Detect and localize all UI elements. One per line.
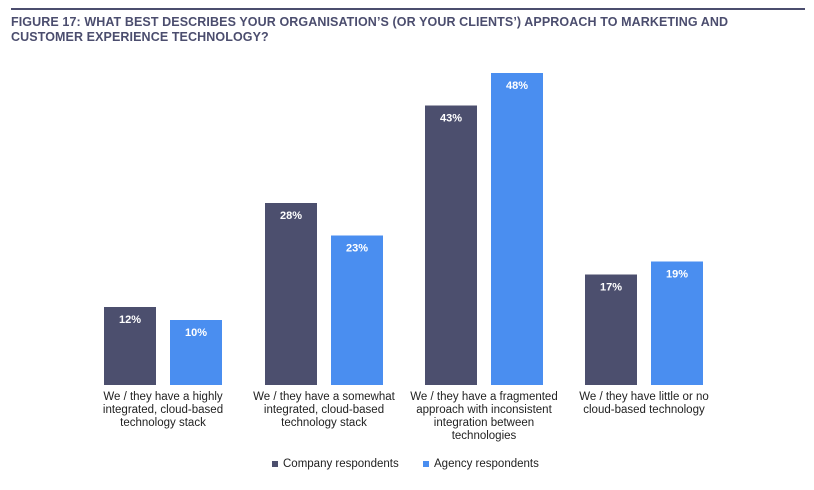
bar-agency-2: [331, 235, 383, 385]
category-labels: We / they have a highly integrated, cloud…: [103, 391, 709, 442]
bar-company-4: [585, 274, 637, 385]
data-label-agency-3: 48%: [506, 80, 528, 92]
data-label-agency-2: 23%: [346, 243, 368, 255]
legend-swatch-agency: [423, 461, 429, 467]
category-label-4: We / they have little or no cloud-based t…: [579, 391, 709, 416]
category-label-3: We / they have a fragmented approach with…: [410, 391, 557, 442]
bar-agency-1: [170, 320, 222, 385]
category-label-2: We / they have a somewhat integrated, clo…: [253, 391, 395, 429]
legend-label-company: Company respondents: [283, 458, 399, 470]
data-label-company-4: 17%: [600, 282, 622, 294]
legend-item-agency: Agency respondents: [423, 458, 539, 470]
legend: Company respondents Agency respondents: [0, 458, 814, 474]
legend-item-company: Company respondents: [272, 458, 399, 470]
title-rule: [11, 8, 805, 10]
bar-chart: 12% 28% 43% 17% 10% 23% 48% 19% We / they have …: [103, 73, 709, 442]
figure-title: FIGURE 17: WHAT BEST DESCRIBES YOUR ORGA…: [11, 15, 729, 44]
data-label-agency-1: 10%: [185, 327, 207, 339]
bar-company-1: [104, 307, 156, 385]
data-label-agency-4: 19%: [666, 269, 688, 281]
bar-company-3: [425, 105, 477, 385]
legend-label-agency: Agency respondents: [434, 458, 539, 470]
data-label-company-3: 43%: [440, 113, 462, 125]
data-label-company-1: 12%: [119, 314, 141, 326]
bars-group: 12% 28% 43% 17% 10% 23% 48% 19%: [104, 73, 703, 385]
data-label-company-2: 28%: [280, 210, 302, 222]
legend-swatch-company: [272, 461, 278, 467]
bar-agency-3: [491, 73, 543, 385]
bar-company-2: [265, 203, 317, 385]
bar-agency-4: [651, 261, 703, 385]
category-label-1: We / they have a highly integrated, cloud…: [103, 391, 223, 429]
